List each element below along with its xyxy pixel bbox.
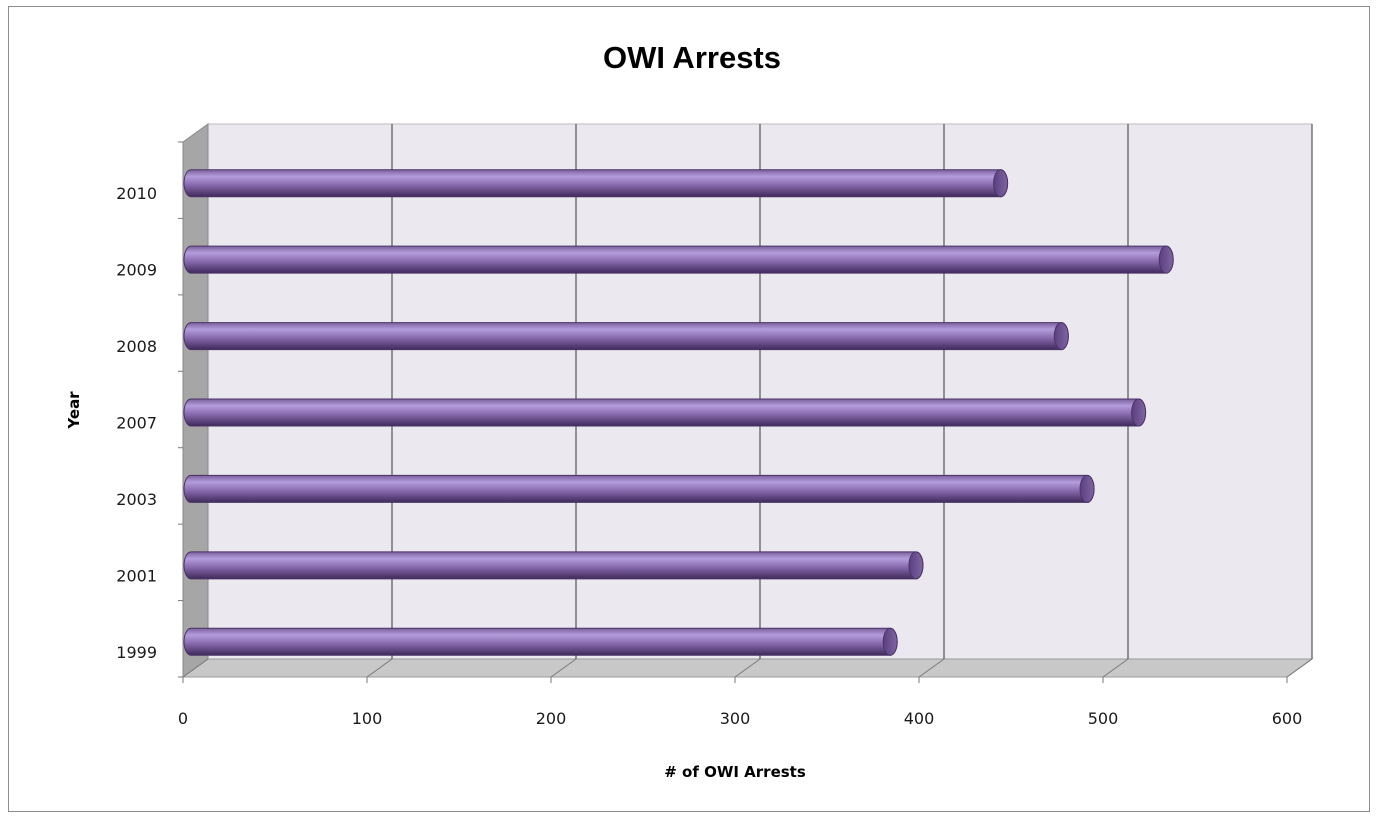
x-tick-label: 300	[720, 709, 751, 728]
floor-gridline	[182, 658, 209, 678]
bar-2007	[183, 398, 1147, 427]
x-tick-label: 600	[1272, 709, 1303, 728]
floor-gridline	[1286, 658, 1313, 678]
x-tick-label: 400	[904, 709, 935, 728]
y-tick-label: 2010	[116, 184, 157, 203]
x-tick-label: 200	[536, 709, 567, 728]
y-tick-label: 1999	[116, 643, 157, 662]
y-tick-label: 2001	[116, 566, 157, 585]
y-axis-title: Year	[65, 391, 83, 430]
x-tick-label: 100	[352, 709, 383, 728]
y-tick-label: 2003	[116, 490, 157, 509]
y-tick-label: 2009	[116, 261, 157, 280]
x-axis-title: # of OWI Arrests	[664, 763, 806, 781]
y-tick-label: 2008	[116, 337, 157, 356]
bar-2009	[183, 245, 1174, 274]
x-tick-label: 500	[1088, 709, 1119, 728]
bar-cap-1999	[882, 627, 898, 656]
bar-2001	[183, 551, 924, 580]
bar-2008	[183, 322, 1069, 351]
y-tick-label: 2007	[116, 414, 157, 433]
bar-1999	[183, 627, 898, 656]
bar-2010	[183, 169, 1009, 198]
bar-cap-2008	[1053, 322, 1069, 351]
floor-gridline	[918, 658, 945, 678]
floor-gridline	[1102, 658, 1129, 678]
bar-cap-2009	[1158, 245, 1174, 274]
bar-2003	[183, 474, 1095, 503]
x-tick-label: 0	[178, 709, 188, 728]
bar-cap-2001	[908, 551, 924, 580]
bar-cap-2003	[1079, 474, 1095, 503]
bar-cap-2010	[993, 169, 1009, 198]
bar-cap-2007	[1131, 398, 1147, 427]
floor-gridline	[366, 658, 393, 678]
chart-title: OWI Arrests	[603, 40, 781, 75]
floor-gridline	[550, 658, 577, 678]
floor-gridline	[734, 658, 761, 678]
